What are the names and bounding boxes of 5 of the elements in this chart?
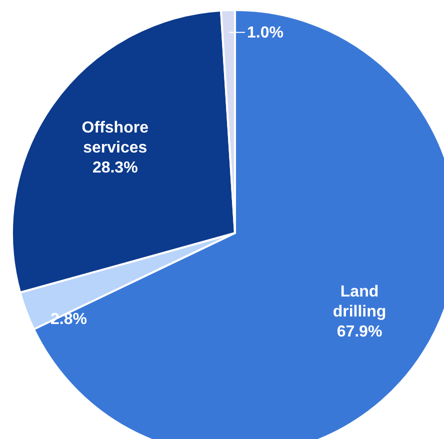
data-label: 67.9%	[336, 322, 382, 340]
slice-label: Land drilling	[332, 282, 386, 320]
slice-label: Offshore services	[82, 119, 149, 156]
data-label: 1.0%	[247, 24, 284, 41]
data-label: 28.3%	[92, 159, 138, 176]
